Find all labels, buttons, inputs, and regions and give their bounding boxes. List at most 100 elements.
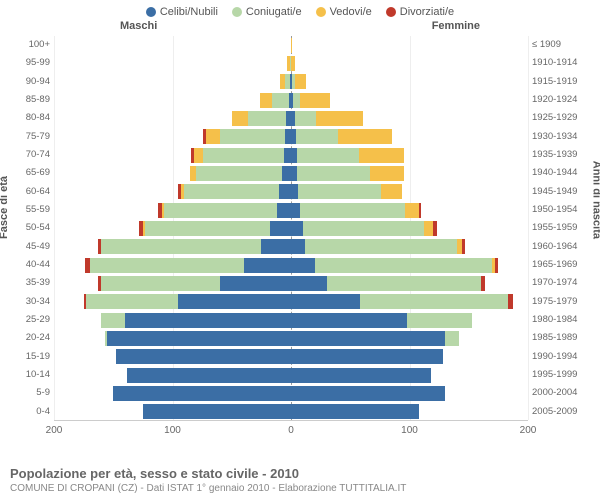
segment <box>86 294 178 309</box>
birth-year-label: 1930-1934 <box>528 132 588 142</box>
female-bar <box>291 201 528 219</box>
legend: Celibi/NubiliConiugati/eVedovi/eDivorzia… <box>0 0 600 20</box>
segment <box>297 166 370 181</box>
legend-label: Celibi/Nubili <box>160 6 218 18</box>
age-label: 35-39 <box>14 278 54 288</box>
segment <box>291 294 360 309</box>
female-bar <box>291 311 528 329</box>
pyramid-row: 80-841925-1929 <box>54 109 528 127</box>
segment <box>90 258 244 273</box>
segment <box>405 203 419 218</box>
pyramid-row: 100+≤ 1909 <box>54 36 528 54</box>
segment <box>145 221 269 236</box>
pyramid-row: 95-991910-1914 <box>54 54 528 72</box>
segment <box>508 294 513 309</box>
age-label: 25-29 <box>14 315 54 325</box>
segment <box>327 276 481 291</box>
birth-year-label: 1970-1974 <box>528 278 588 288</box>
header-female: Femmine <box>432 20 480 32</box>
pyramid-row: 65-691940-1944 <box>54 164 528 182</box>
male-bar <box>54 201 291 219</box>
pyramid-row: 55-591950-1954 <box>54 201 528 219</box>
male-bar <box>54 109 291 127</box>
birth-year-label: 1990-1994 <box>528 352 588 362</box>
segment <box>291 331 445 346</box>
legend-item: Celibi/Nubili <box>146 6 218 18</box>
male-bar <box>54 238 291 256</box>
male-bar <box>54 36 291 54</box>
age-label: 15-19 <box>14 352 54 362</box>
age-label: 55-59 <box>14 205 54 215</box>
legend-swatch <box>146 7 156 17</box>
pyramid-row: 85-891920-1924 <box>54 91 528 109</box>
pyramid-row: 30-341975-1979 <box>54 293 528 311</box>
segment <box>462 239 466 254</box>
female-bar <box>291 329 528 347</box>
pyramid-row: 70-741935-1939 <box>54 146 528 164</box>
segment <box>260 93 272 108</box>
segment <box>270 221 291 236</box>
segment <box>407 313 472 328</box>
male-bar <box>54 73 291 91</box>
segment <box>291 38 292 53</box>
male-bar <box>54 274 291 292</box>
male-bar <box>54 54 291 72</box>
female-bar <box>291 256 528 274</box>
legend-label: Vedovi/e <box>330 6 372 18</box>
birth-year-label: 1940-1944 <box>528 168 588 178</box>
age-label: 40-44 <box>14 260 54 270</box>
x-tick: 100 <box>164 425 181 436</box>
age-label: 0-4 <box>14 407 54 417</box>
legend-swatch <box>232 7 242 17</box>
age-label: 30-34 <box>14 297 54 307</box>
segment <box>116 349 291 364</box>
female-bar <box>291 348 528 366</box>
pyramid-row: 20-241985-1989 <box>54 329 528 347</box>
age-label: 90-94 <box>14 77 54 87</box>
segment <box>293 93 300 108</box>
segment <box>296 129 339 144</box>
male-bar <box>54 219 291 237</box>
birth-year-label: 2005-2009 <box>528 407 588 417</box>
birth-year-label: 1965-1969 <box>528 260 588 270</box>
segment <box>481 276 486 291</box>
segment <box>381 184 402 199</box>
age-label: 70-74 <box>14 150 54 160</box>
segment <box>143 404 291 419</box>
birth-year-label: 1980-1984 <box>528 315 588 325</box>
male-bar <box>54 146 291 164</box>
segment <box>424 221 433 236</box>
segment <box>196 166 281 181</box>
female-bar <box>291 274 528 292</box>
chart-area: Fasce di età Anni di nascita 100+≤ 19099… <box>0 36 600 441</box>
age-label: 80-84 <box>14 113 54 123</box>
segment <box>101 313 125 328</box>
pyramid-row: 10-141995-1999 <box>54 366 528 384</box>
segment <box>194 148 203 163</box>
legend-swatch <box>316 7 326 17</box>
male-bar <box>54 311 291 329</box>
age-label: 75-79 <box>14 132 54 142</box>
chart-title: Popolazione per età, sesso e stato civil… <box>10 466 590 481</box>
segment <box>107 331 291 346</box>
header-male: Maschi <box>120 20 157 32</box>
pyramid-row: 5-92000-2004 <box>54 384 528 402</box>
birth-year-label: 1920-1924 <box>528 95 588 105</box>
male-bar <box>54 183 291 201</box>
segment <box>164 203 277 218</box>
gender-headers: Maschi Femmine <box>0 20 600 36</box>
birth-year-label: 1910-1914 <box>528 58 588 68</box>
male-bar <box>54 384 291 402</box>
age-label: 20-24 <box>14 333 54 343</box>
segment <box>261 239 291 254</box>
chart-subtitle: COMUNE DI CROPANI (CZ) - Dati ISTAT 1° g… <box>10 483 590 494</box>
segment <box>291 276 327 291</box>
legend-label: Divorziati/e <box>400 6 454 18</box>
birth-year-label: 2000-2004 <box>528 388 588 398</box>
segment <box>272 93 289 108</box>
birth-year-label: 1925-1929 <box>528 113 588 123</box>
pyramid-row: 35-391970-1974 <box>54 274 528 292</box>
birth-year-label: 1995-1999 <box>528 370 588 380</box>
segment <box>101 239 261 254</box>
female-bar <box>291 73 528 91</box>
